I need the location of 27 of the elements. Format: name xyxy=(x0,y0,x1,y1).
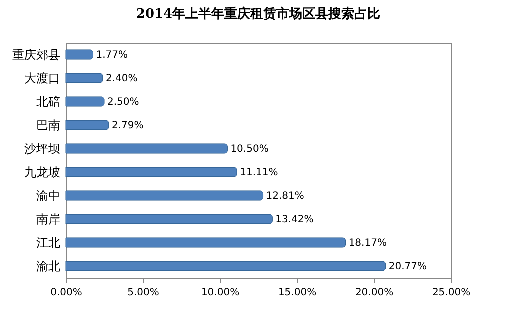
y-tick-label: 渝中 xyxy=(36,188,60,203)
y-tick-label: 九龙坡 xyxy=(24,165,60,180)
data-label: 13.42% xyxy=(276,214,314,226)
y-tick-label: 巴南 xyxy=(36,118,60,132)
y-tick-label: 沙坪坝 xyxy=(24,142,60,156)
chart-title: 2014年上半年重庆租赁市场区县搜索占比 xyxy=(136,6,381,22)
y-tick-label: 重庆郊县 xyxy=(12,48,60,62)
data-label: 11.11% xyxy=(240,167,278,178)
y-tick-label: 北碚 xyxy=(36,94,60,109)
data-label: 2.79% xyxy=(112,120,144,132)
data-label: 2.50% xyxy=(108,96,140,108)
data-label: 20.77% xyxy=(388,261,427,272)
data-label: 12.81% xyxy=(266,190,304,202)
data-label: 10.50% xyxy=(230,144,269,155)
y-tick-label: 江北 xyxy=(36,236,60,250)
data-label: 2.40% xyxy=(106,73,138,84)
y-tick-label: 大渡口 xyxy=(24,71,60,86)
x-tick-label: 25.00% xyxy=(432,288,471,298)
y-tick-label: 南岸 xyxy=(36,212,60,226)
data-label: 1.77% xyxy=(96,50,128,61)
x-tick-label: 20.00% xyxy=(355,288,394,298)
x-tick-label: 5.00% xyxy=(128,288,160,298)
data-label: 18.17% xyxy=(348,238,387,249)
x-tick-label: 10.00% xyxy=(201,288,240,298)
x-tick-label: 15.00% xyxy=(278,288,317,298)
y-tick-label: 渝北 xyxy=(36,259,60,274)
x-tick-label: 0.00% xyxy=(50,288,82,298)
